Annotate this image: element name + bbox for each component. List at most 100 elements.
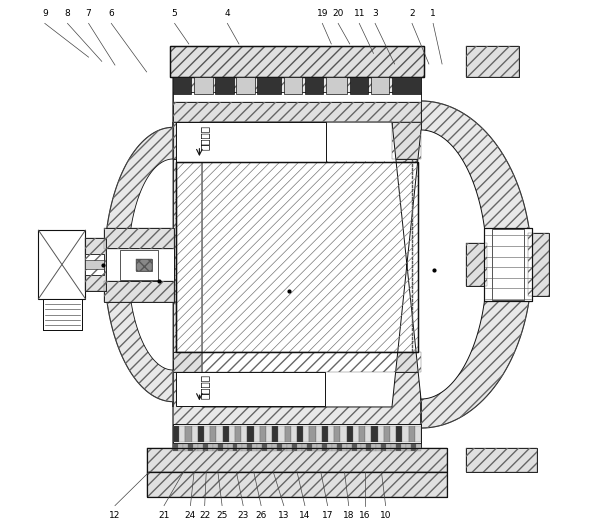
Bar (466, 45, 519, 77)
Bar (279, 426, 285, 442)
Text: 18: 18 (343, 510, 355, 519)
Bar (277, 444, 282, 451)
Bar (297, 426, 303, 442)
Bar (85, 238, 106, 291)
Bar (232, 444, 238, 451)
Bar (147, 472, 447, 497)
Bar (105, 281, 174, 303)
Text: 3: 3 (372, 10, 378, 19)
Bar (307, 444, 312, 451)
Bar (173, 102, 421, 122)
Bar (241, 426, 248, 442)
Bar (371, 444, 377, 451)
Bar (254, 426, 260, 442)
Bar (173, 122, 202, 159)
Bar (292, 444, 297, 451)
Bar (198, 444, 203, 451)
Polygon shape (105, 122, 173, 407)
Text: 24: 24 (185, 510, 196, 519)
Bar (396, 444, 401, 451)
Bar (302, 444, 307, 451)
Bar (183, 444, 188, 451)
Bar (415, 426, 421, 442)
Bar (409, 426, 415, 442)
Bar (173, 352, 421, 371)
Bar (331, 444, 337, 451)
Bar (173, 93, 421, 102)
Bar (272, 426, 279, 442)
Text: 9: 9 (42, 10, 48, 19)
Bar (173, 443, 421, 452)
Bar (386, 444, 391, 451)
Bar (317, 444, 322, 451)
Bar (371, 426, 378, 442)
Bar (406, 444, 411, 451)
Bar (466, 243, 487, 286)
Bar (43, 299, 82, 331)
Bar (185, 426, 192, 442)
Bar (216, 426, 223, 442)
Bar (170, 45, 424, 77)
Bar (266, 426, 272, 442)
Bar (322, 444, 327, 451)
Polygon shape (202, 122, 487, 407)
Bar (43, 299, 82, 331)
Bar (384, 426, 390, 442)
Bar (267, 444, 272, 451)
Bar (188, 444, 193, 451)
Bar (85, 238, 106, 291)
Text: 20: 20 (333, 10, 344, 19)
Bar (120, 250, 158, 280)
Text: 5: 5 (172, 10, 178, 19)
Bar (291, 426, 297, 442)
Bar (173, 426, 179, 442)
Bar (248, 426, 254, 442)
Bar (322, 426, 328, 442)
Bar (103, 248, 174, 281)
Bar (176, 371, 325, 406)
Bar (236, 77, 255, 94)
Text: 4: 4 (225, 10, 230, 19)
Bar (136, 259, 152, 271)
Bar (402, 426, 409, 442)
Text: 10: 10 (380, 510, 391, 519)
Bar (176, 122, 326, 162)
Bar (303, 426, 309, 442)
Text: 2: 2 (409, 10, 415, 19)
Bar (528, 233, 549, 296)
Bar (337, 444, 342, 451)
Bar (315, 426, 322, 442)
Text: 25: 25 (216, 510, 228, 519)
Text: 6: 6 (109, 10, 114, 19)
Bar (170, 45, 424, 77)
Text: 7: 7 (86, 10, 91, 19)
Bar (252, 444, 257, 451)
Bar (365, 426, 371, 442)
Text: 21: 21 (159, 510, 170, 519)
Bar (378, 426, 384, 442)
Polygon shape (173, 77, 532, 452)
Bar (257, 77, 281, 94)
Bar (342, 444, 346, 451)
Bar (147, 448, 447, 472)
Bar (285, 426, 291, 442)
Bar (366, 444, 371, 451)
Bar (328, 426, 334, 442)
Bar (297, 444, 302, 451)
Text: 22: 22 (199, 510, 210, 519)
Text: 8: 8 (65, 10, 70, 19)
Bar (176, 162, 418, 352)
Bar (362, 444, 366, 451)
Bar (284, 77, 302, 94)
Bar (392, 122, 421, 159)
Polygon shape (128, 159, 173, 370)
Bar (176, 162, 418, 352)
Bar (377, 444, 381, 451)
Bar (282, 444, 287, 451)
Bar (229, 426, 235, 442)
Bar (147, 448, 447, 472)
Bar (204, 426, 210, 442)
Bar (173, 352, 421, 371)
Bar (228, 444, 232, 451)
Bar (215, 77, 233, 94)
